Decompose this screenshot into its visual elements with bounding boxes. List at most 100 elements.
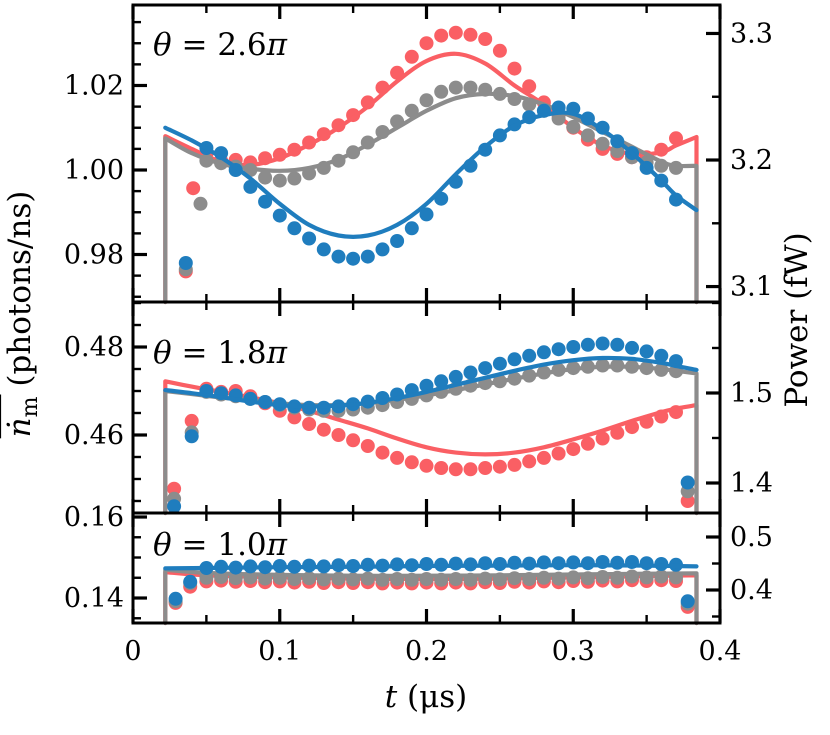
y-tick-label-right: 3.3 [730,18,773,49]
blue-data-point [463,365,478,380]
series-red-panel-1 [163,25,699,305]
blue-data-point [168,591,183,606]
red-data-point [390,450,405,465]
red-data-point [419,36,434,51]
red-data-point [507,61,522,76]
red-data-point [448,25,463,40]
blue-data-point [183,574,198,589]
x-axis: 0 0.1 0.2 0.3 0.4 t (μs) [124,636,741,715]
y-tick-label-left: 0.98 [64,240,124,271]
blue-data-point [595,336,610,351]
y-tick-label-left: 0.48 [64,332,124,363]
y-axis-label-left: ṅm (photons/ns) [0,191,43,439]
red-data-point [404,49,419,64]
blue-data-point [272,208,287,223]
panel-3-data [163,555,699,626]
x-tick-label: 0.1 [258,636,301,667]
x-axis-label: t (μs) [385,679,468,715]
red-data-point [360,439,375,453]
blue-data-point [390,234,405,248]
red-data-point [434,28,449,43]
gray-data-point [566,119,581,134]
blue-data-point [507,352,522,367]
y-tick-label-left: 0.46 [64,420,124,451]
blue-data-point [551,342,566,357]
blue-data-point [478,361,493,376]
y-tick-label-right: 0.5 [730,522,773,553]
red-data-point [492,459,507,474]
blue-fit-line [163,110,699,239]
red-data-point [536,450,551,465]
red-data-point [522,79,537,94]
blue-data-point [448,369,463,384]
gray-data-point [404,103,419,118]
blue-data-point [680,594,695,609]
gray-data-point [193,196,208,211]
blue-data-point [507,555,522,570]
blue-data-point [522,348,537,363]
blue-data-point [167,499,182,514]
panel-theta-label: θ = 2.6π [153,27,288,63]
x-tick-label: 0.2 [405,636,448,667]
series-blue-panel-1 [163,100,699,270]
red-data-point [610,425,625,440]
blue-data-point [178,256,193,270]
series-blue-panel-3 [163,555,699,609]
panel-2-data [163,336,699,516]
red-data-point [507,457,522,472]
red-data-point [478,461,493,475]
panel-border [131,300,722,515]
x-tick-label: 0.4 [699,636,742,667]
red-data-point [580,436,595,451]
red-data-point [478,32,493,46]
blue-data-point [566,340,581,354]
y-tick-label-left: 0.16 [64,502,124,533]
blue-data-point [680,475,695,490]
blue-data-point [654,348,669,363]
gray-data-point [287,171,302,186]
x-tick-label: 0 [124,636,141,667]
blue-fit-line [163,563,699,571]
blue-data-point [639,344,654,359]
red-data-point [331,428,346,442]
red-data-point [463,27,478,42]
panel-3-axes: 0.14 0.16 0.4 0.5 θ = 1.0π [64,502,773,625]
red-data-point [186,181,201,196]
blue-data-point [287,221,302,236]
red-data-point [184,413,199,428]
blue-data-point [331,249,346,264]
red-data-point [551,446,566,461]
axes-layer: 0.98 1.00 1.02 3.1 3.2 3.3 θ = 2.6π 0.46 0.48 1.4… [0,3,815,715]
blue-data-point [434,374,449,389]
series-gray-panel-3 [163,567,699,626]
svg-text:ṅm (photons/ns): ṅm (photons/ns) [2,191,43,438]
blue-data-point [580,337,595,352]
y-tick-label-right: 3.1 [730,272,773,303]
y-tick-label-right: 1.5 [730,378,773,409]
blue-data-point [375,242,390,257]
blue-data-point [316,242,331,257]
red-data-point [566,442,581,457]
red-data-point [167,481,182,496]
gray-data-point [258,170,273,185]
red-data-point [346,433,361,448]
red-fit-line [163,51,699,305]
blue-data-point [478,556,493,571]
red-data-point [492,43,507,58]
svg-text:Power (fW): Power (fW) [779,232,815,407]
y-tick-label-left: 0.14 [64,583,124,614]
blue-data-point [536,345,551,360]
red-data-point [522,454,537,469]
red-data-point [463,462,478,477]
gray-data-point [434,84,449,99]
red-data-point [419,458,434,473]
blue-data-point [492,356,507,371]
red-data-point [375,445,390,460]
x-tick-label: 0.3 [552,636,595,667]
y-tick-label-right: 0.4 [730,575,773,606]
red-data-point [404,455,419,470]
red-data-point [448,462,463,477]
panel-theta-label: θ = 1.8π [153,335,288,371]
blue-data-point [625,340,639,355]
